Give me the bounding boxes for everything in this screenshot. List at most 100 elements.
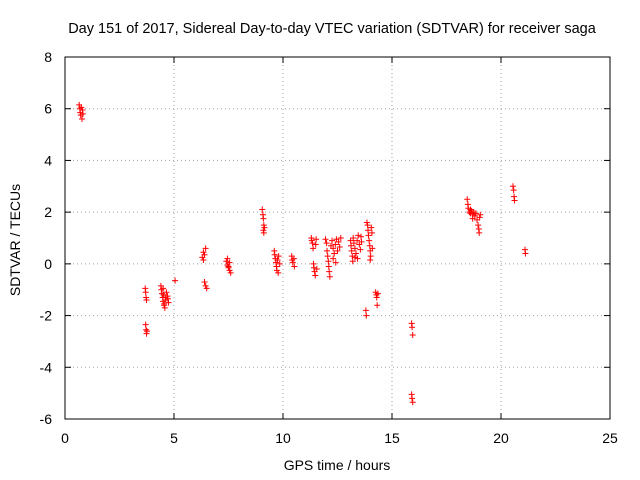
data-point: [474, 216, 481, 223]
y-tick-labels: -6 -4 -2 0 2 4 6 8: [40, 49, 53, 427]
data-point: [409, 395, 416, 402]
data-point: [142, 289, 149, 296]
data-point: [313, 236, 320, 243]
data-point: [164, 295, 171, 302]
data-point: [203, 285, 210, 292]
data-point: [365, 227, 372, 234]
data-point: [362, 307, 369, 314]
y-tick-label: 6: [44, 101, 52, 117]
data-point: [464, 196, 471, 203]
data-point: [358, 238, 365, 245]
data-point: [334, 247, 341, 254]
x-tick-label: 25: [602, 430, 618, 446]
y-tick-label: 8: [44, 49, 52, 65]
data-point: [353, 250, 360, 257]
x-tick-label: 20: [493, 430, 509, 446]
data-point: [475, 222, 482, 229]
data-point: [142, 321, 149, 328]
data-point: [336, 244, 343, 251]
data-point: [226, 259, 233, 266]
x-tick-label: 15: [384, 430, 400, 446]
data-point: [159, 290, 166, 297]
x-tick-labels: 0 5 10 15 20 25: [61, 430, 618, 446]
data-point: [260, 229, 267, 236]
data-point: [324, 253, 331, 260]
data-points: [76, 101, 529, 406]
data-point: [313, 266, 320, 273]
data-point: [161, 302, 168, 309]
data-point: [274, 256, 281, 263]
data-point: [476, 214, 483, 221]
data-point: [351, 245, 358, 252]
data-point: [373, 294, 380, 301]
data-point: [161, 304, 168, 311]
data-point: [324, 247, 331, 254]
data-point: [223, 258, 230, 265]
data-point: [365, 232, 372, 239]
data-point: [409, 331, 416, 338]
data-point: [200, 256, 207, 263]
data-point: [510, 187, 517, 194]
data-point: [369, 245, 376, 252]
data-point: [337, 235, 344, 241]
data-point: [409, 399, 416, 406]
axis-ticks: [64, 56, 611, 420]
data-point: [201, 278, 208, 285]
y-tick-label: -6: [40, 411, 53, 427]
data-point: [312, 241, 319, 248]
data-point: [348, 242, 355, 249]
data-point: [355, 232, 362, 239]
data-point: [354, 237, 361, 244]
data-point: [350, 235, 357, 241]
data-point: [409, 324, 416, 331]
data-point: [331, 250, 338, 257]
y-tick-label: 0: [44, 256, 52, 272]
data-point: [511, 197, 518, 204]
data-point: [374, 290, 381, 297]
data-point: [160, 298, 167, 305]
data-point: [226, 267, 233, 274]
data-point: [358, 233, 365, 240]
chart-title: Day 151 of 2017, Sidereal Day-to-day VTE…: [68, 21, 597, 37]
data-point: [224, 255, 231, 262]
y-axis-label: SDTVAR / TECUs: [7, 184, 23, 296]
y-tick-label: -4: [40, 359, 53, 375]
data-point: [225, 263, 232, 270]
data-point: [271, 251, 278, 258]
data-point: [366, 237, 373, 244]
data-point: [291, 263, 298, 270]
data-point: [310, 245, 317, 252]
data-point: [354, 255, 361, 262]
data-point: [308, 237, 315, 244]
data-point: [349, 258, 356, 265]
data-point: [332, 259, 339, 266]
data-point: [366, 242, 373, 249]
data-point: [322, 236, 329, 243]
data-point: [347, 237, 354, 244]
data-point: [273, 267, 280, 274]
data-point: [261, 224, 268, 231]
data-point: [363, 219, 370, 226]
data-point: [79, 116, 86, 123]
data-point: [325, 263, 332, 270]
x-tick-label: 0: [61, 430, 69, 446]
data-point: [351, 254, 358, 261]
data-point: [275, 253, 282, 260]
data-point: [165, 299, 172, 306]
data-point: [202, 282, 209, 289]
y-tick-label: -2: [40, 308, 53, 324]
data-point: [310, 264, 317, 271]
data-point: [469, 215, 476, 222]
data-point: [323, 240, 330, 247]
data-point: [367, 256, 374, 263]
y-tick-label: 4: [44, 152, 52, 168]
data-point: [472, 210, 479, 217]
data-point: [79, 110, 86, 117]
data-point: [143, 297, 150, 304]
data-point: [357, 246, 364, 253]
x-tick-label: 10: [275, 430, 291, 446]
data-point: [330, 245, 337, 252]
data-point: [289, 259, 296, 266]
y-tick-label: 2: [44, 204, 52, 220]
